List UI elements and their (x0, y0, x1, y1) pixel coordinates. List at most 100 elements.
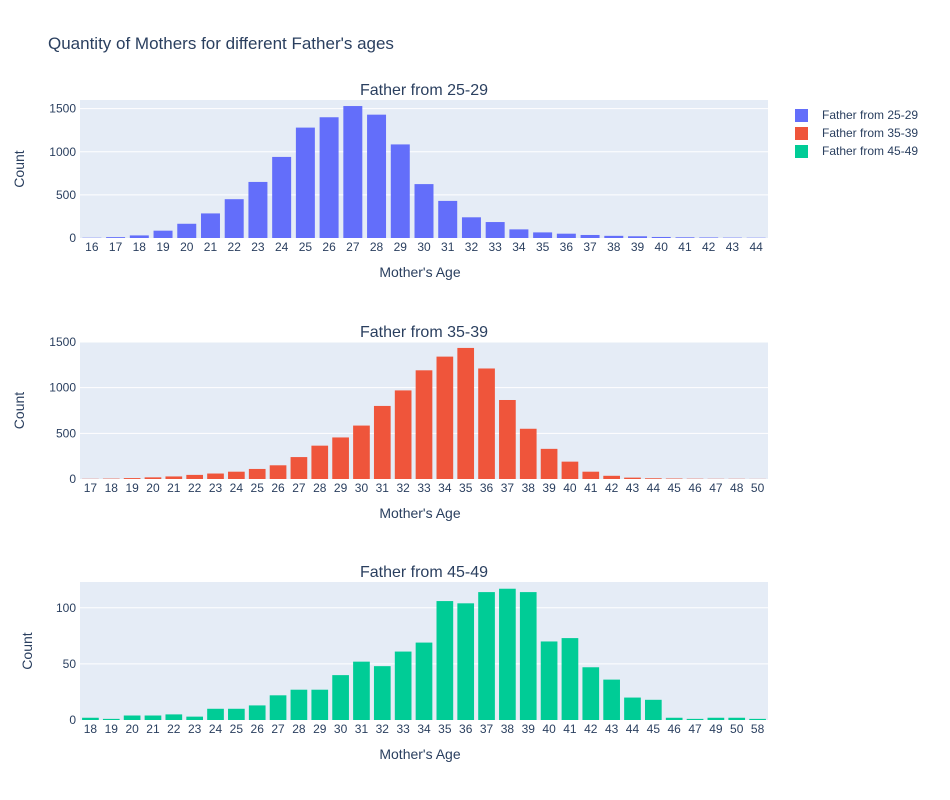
x-tick-label: 46 (688, 481, 702, 495)
bar (415, 642, 433, 720)
bar (561, 638, 579, 720)
x-tick-label: 22 (167, 722, 181, 736)
x-tick-label: 39 (631, 240, 645, 254)
legend-item-father-25-29[interactable]: Father from 25-29 (795, 106, 918, 124)
x-tick-label: 33 (417, 481, 431, 495)
bar (390, 144, 410, 238)
x-tick-label: 19 (105, 722, 119, 736)
x-tick-label: 48 (730, 481, 744, 495)
bar (319, 117, 339, 238)
x-tick-label: 38 (501, 722, 515, 736)
bar (106, 237, 126, 238)
subplot-title: Father from 25-29 (360, 82, 488, 99)
x-tick-label: 44 (626, 722, 640, 736)
x-tick-label: 38 (522, 481, 536, 495)
x-tick-label: 40 (655, 240, 669, 254)
bar (186, 716, 204, 720)
x-tick-label: 21 (204, 240, 218, 254)
bar (144, 477, 162, 479)
x-tick-label: 23 (251, 240, 265, 254)
bar (457, 603, 475, 720)
x-tick-label: 25 (299, 240, 313, 254)
bar (436, 601, 454, 720)
bar (624, 477, 641, 479)
bar (580, 234, 600, 238)
x-tick-label: 50 (730, 722, 744, 736)
bar (457, 347, 475, 479)
bar (82, 717, 99, 720)
x-tick-label: 29 (313, 722, 327, 736)
x-tick-label: 25 (251, 481, 265, 495)
legend-item-father-45-49[interactable]: Father from 45-49 (795, 142, 918, 160)
bar (332, 675, 349, 720)
x-tick-label: 21 (167, 481, 181, 495)
bar (499, 588, 516, 720)
bar (540, 641, 558, 720)
x-tick-label: 27 (346, 240, 360, 254)
x-tick-label: 22 (228, 240, 242, 254)
x-tick-label: 41 (563, 722, 577, 736)
x-tick-label: 21 (146, 722, 160, 736)
bar (624, 697, 641, 720)
x-tick-label: 19 (156, 240, 170, 254)
bar (519, 592, 537, 720)
x-tick-label: 47 (688, 722, 702, 736)
y-tick-label: 100 (56, 601, 76, 615)
legend-item-father-35-39[interactable]: Father from 35-39 (795, 124, 918, 142)
legend-swatch-35-39 (795, 126, 808, 140)
x-tick-label: 18 (105, 481, 119, 495)
x-tick-label: 40 (563, 481, 577, 495)
x-axis-label: Mother's Age (379, 264, 460, 280)
x-tick-label: 17 (84, 481, 98, 495)
bar (272, 156, 292, 238)
bar (290, 689, 308, 720)
bar (499, 399, 516, 479)
page-title: Quantity of Mothers for different Father… (48, 34, 394, 53)
bar (343, 106, 363, 238)
x-tick-label: 27 (292, 481, 306, 495)
x-tick-label: 24 (209, 722, 223, 736)
x-tick-label: 47 (709, 481, 723, 495)
legend-swatch-45-49 (795, 144, 808, 158)
x-tick-label: 23 (188, 722, 202, 736)
bar (665, 717, 683, 720)
x-tick-label: 20 (180, 240, 194, 254)
bar (123, 478, 141, 479)
x-tick-label: 45 (668, 481, 682, 495)
bar (651, 236, 671, 238)
y-tick-label: 0 (69, 713, 76, 727)
x-tick-label: 35 (438, 722, 452, 736)
bar (519, 428, 537, 479)
x-tick-label: 31 (441, 240, 455, 254)
x-tick-label: 28 (370, 240, 384, 254)
bar (415, 370, 433, 479)
x-tick-label: 17 (109, 240, 123, 254)
x-tick-label: 26 (271, 481, 285, 495)
y-tick-label: 1000 (49, 381, 76, 395)
bar (165, 714, 183, 720)
x-tick-label: 39 (522, 722, 536, 736)
bar (394, 651, 412, 720)
bar (144, 715, 162, 720)
bar (728, 717, 746, 720)
bar (533, 232, 553, 238)
y-tick-label: 500 (56, 426, 76, 440)
x-tick-label: 41 (678, 240, 692, 254)
bar (207, 473, 224, 479)
bar (686, 718, 704, 720)
bar (207, 708, 224, 720)
bar (540, 448, 558, 479)
x-tick-label: 38 (607, 240, 621, 254)
bar (269, 695, 287, 720)
bar (414, 184, 434, 238)
bar (556, 233, 576, 238)
x-tick-label: 20 (146, 481, 160, 495)
x-tick-label: 42 (584, 722, 598, 736)
bar (129, 235, 149, 238)
y-axis-label: Count (11, 392, 27, 429)
bar (311, 445, 329, 479)
x-tick-label: 31 (355, 722, 369, 736)
y-tick-label: 0 (69, 472, 76, 486)
bar (582, 471, 600, 479)
x-tick-label: 36 (480, 481, 494, 495)
